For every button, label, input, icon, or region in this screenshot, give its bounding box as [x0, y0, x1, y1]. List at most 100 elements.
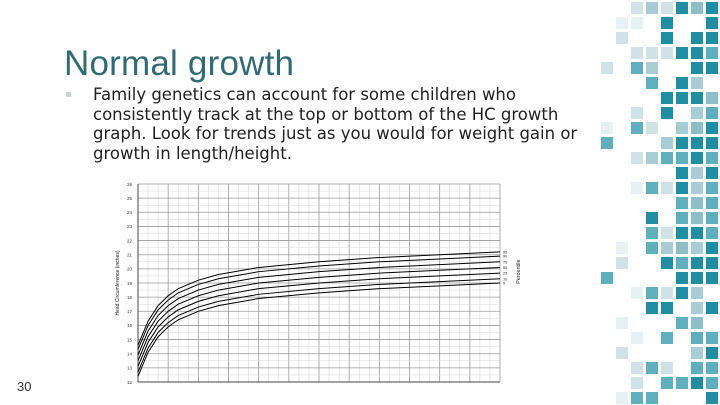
mosaic-square: [706, 272, 718, 284]
mosaic-square: [661, 332, 673, 344]
mosaic-square: [646, 362, 658, 374]
series-end-label: 50: [503, 266, 507, 270]
y-tick-label: 23: [127, 224, 133, 229]
mosaic-square: [616, 347, 628, 359]
mosaic-square: [691, 122, 703, 134]
mosaic-square: [706, 167, 718, 179]
y-tick-label: 15: [127, 337, 133, 342]
mosaic-square: [631, 62, 643, 74]
series-end-label: 75: [503, 260, 507, 264]
percentile-line-10: [137, 278, 501, 373]
mosaic-square: [706, 92, 718, 104]
mosaic-square: [646, 392, 658, 404]
mosaic-square: [631, 332, 643, 344]
percentile-line-90: [137, 255, 501, 350]
mosaic-square: [691, 77, 703, 89]
mosaic-square: [691, 242, 703, 254]
mosaic-square: [661, 257, 673, 269]
bullet-text: Family genetics can account for some chi…: [93, 85, 578, 163]
mosaic-square: [646, 287, 658, 299]
mosaic-square: [706, 17, 718, 29]
mosaic-square: [691, 62, 703, 74]
mosaic-square: [616, 257, 628, 269]
percentile-line-25: [137, 272, 501, 367]
percentile-line-5: [137, 282, 501, 377]
slide-title: Normal growth: [64, 44, 295, 83]
mosaic-square: [616, 317, 628, 329]
mosaic-square: [691, 137, 703, 149]
mosaic-square: [601, 122, 613, 134]
mosaic-square: [601, 272, 613, 284]
mosaic-square: [616, 242, 628, 254]
mosaic-square: [646, 62, 658, 74]
mosaic-square: [646, 242, 658, 254]
mosaic-square: [661, 242, 673, 254]
mosaic-square: [706, 32, 718, 44]
mosaic-square: [691, 212, 703, 224]
mosaic-square: [646, 77, 658, 89]
y-tick-label: 12: [127, 380, 133, 384]
mosaic-square: [646, 212, 658, 224]
mosaic-square: [676, 122, 688, 134]
mosaic-square: [676, 212, 688, 224]
mosaic-square: [706, 377, 718, 389]
mosaic-square: [676, 137, 688, 149]
mosaic-square: [646, 122, 658, 134]
y-tick-label: 25: [127, 196, 133, 201]
percentile-line-50: [137, 266, 501, 361]
percentile-line-75: [137, 261, 501, 356]
mosaic-square: [631, 392, 643, 404]
mosaic-square: [691, 272, 703, 284]
mosaic-square: [676, 317, 688, 329]
mosaic-square: [706, 212, 718, 224]
mosaic-square: [676, 47, 688, 59]
mosaic-square: [691, 317, 703, 329]
mosaic-square: [691, 32, 703, 44]
mosaic-square: [676, 2, 688, 14]
mosaic-square: [691, 227, 703, 239]
y-axis-label: Head Circumference (inches): [115, 250, 121, 315]
mosaic-square: [691, 47, 703, 59]
mosaic-square: [706, 122, 718, 134]
mosaic-square: [646, 182, 658, 194]
bullet-marker: [66, 92, 71, 97]
y-tick-label: 26: [127, 182, 133, 187]
mosaic-square: [706, 347, 718, 359]
mosaic-square: [676, 242, 688, 254]
mosaic-square: [661, 152, 673, 164]
chart-grid: [137, 183, 501, 383]
mosaic-square: [691, 377, 703, 389]
mosaic-square: [661, 47, 673, 59]
mosaic-square: [676, 77, 688, 89]
mosaic-square: [646, 227, 658, 239]
mosaic-square: [706, 152, 718, 164]
mosaic-square: [676, 257, 688, 269]
y-tick-label: 20: [127, 267, 133, 272]
mosaic-square: [691, 287, 703, 299]
mosaic-square: [646, 47, 658, 59]
mosaic-square: [646, 152, 658, 164]
mosaic-square: [691, 107, 703, 119]
mosaic-square: [661, 92, 673, 104]
mosaic-square: [661, 137, 673, 149]
y-tick-label: 14: [127, 352, 133, 357]
series-end-label: 95: [503, 250, 507, 254]
y-tick-label: 22: [127, 238, 133, 243]
mosaic-square: [646, 2, 658, 14]
mosaic-square: [631, 377, 643, 389]
mosaic-square: [706, 392, 718, 404]
mosaic-square: [706, 107, 718, 119]
mosaic-square: [631, 47, 643, 59]
series-end-label: 5: [503, 282, 505, 286]
mosaic-square: [661, 227, 673, 239]
mosaic-square: [706, 227, 718, 239]
y-tick-label: 17: [127, 309, 133, 314]
mosaic-square: [646, 302, 658, 314]
series-end-label: 90: [503, 255, 507, 259]
mosaic-square: [676, 152, 688, 164]
mosaic-square: [676, 167, 688, 179]
mosaic-square: [616, 17, 628, 29]
y-tick-label: 16: [127, 323, 133, 328]
mosaic-square: [691, 362, 703, 374]
